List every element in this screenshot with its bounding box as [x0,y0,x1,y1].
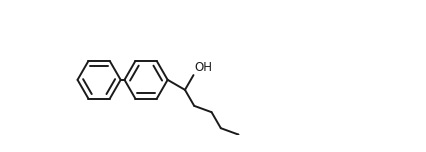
Text: OH: OH [194,61,212,74]
